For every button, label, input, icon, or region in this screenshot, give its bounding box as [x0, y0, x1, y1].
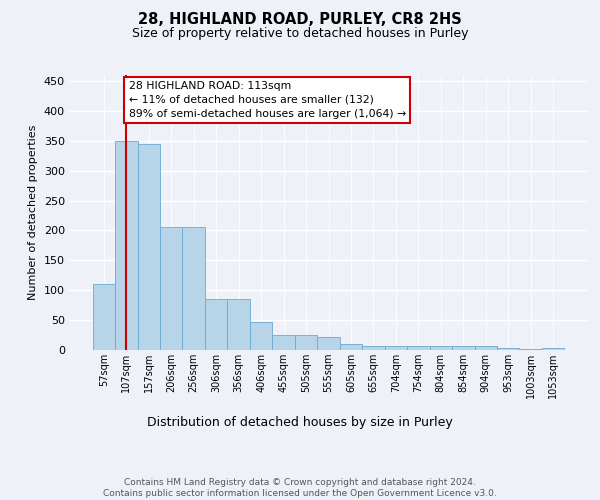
Text: Distribution of detached houses by size in Purley: Distribution of detached houses by size …: [147, 416, 453, 429]
Bar: [227, 299, 250, 350]
Text: Size of property relative to detached houses in Purley: Size of property relative to detached ho…: [132, 28, 468, 40]
Bar: [272, 335, 295, 350]
Bar: [115, 141, 137, 350]
Bar: [295, 335, 317, 350]
Bar: [407, 346, 430, 350]
Bar: [340, 344, 362, 350]
Text: 28, HIGHLAND ROAD, PURLEY, CR8 2HS: 28, HIGHLAND ROAD, PURLEY, CR8 2HS: [138, 12, 462, 28]
Bar: [137, 144, 160, 350]
Bar: [92, 284, 115, 350]
Bar: [182, 228, 205, 350]
Text: 28 HIGHLAND ROAD: 113sqm
← 11% of detached houses are smaller (132)
89% of semi-: 28 HIGHLAND ROAD: 113sqm ← 11% of detach…: [128, 81, 406, 119]
Bar: [542, 348, 565, 350]
Bar: [452, 346, 475, 350]
Bar: [317, 338, 340, 350]
Bar: [385, 346, 407, 350]
Bar: [475, 346, 497, 350]
Bar: [250, 322, 272, 350]
Bar: [362, 346, 385, 350]
Y-axis label: Number of detached properties: Number of detached properties: [28, 125, 38, 300]
Bar: [430, 346, 452, 350]
Bar: [160, 228, 182, 350]
Bar: [205, 299, 227, 350]
Text: Contains HM Land Registry data © Crown copyright and database right 2024.
Contai: Contains HM Land Registry data © Crown c…: [103, 478, 497, 498]
Bar: [497, 348, 520, 350]
